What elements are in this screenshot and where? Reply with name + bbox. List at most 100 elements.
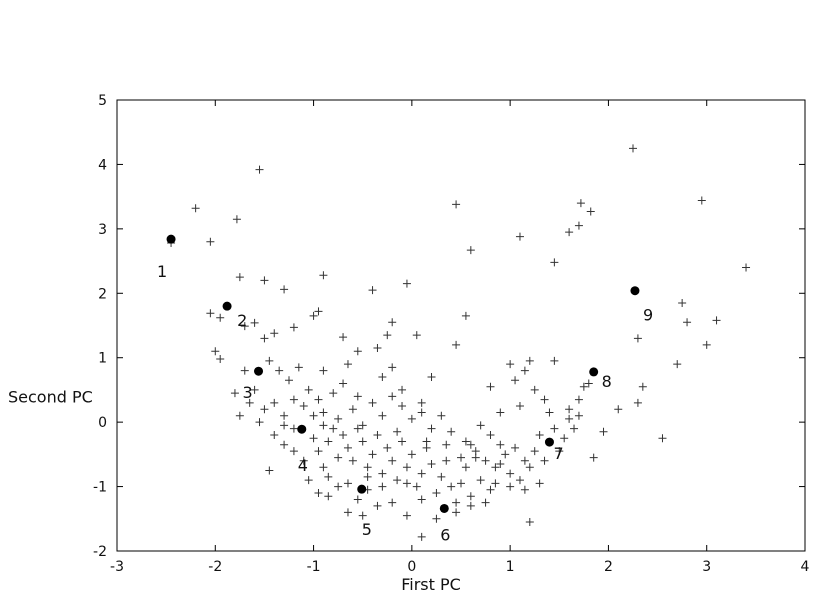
data-point <box>515 476 524 485</box>
data-point <box>216 355 225 364</box>
y-tick-label: 5 <box>98 93 107 109</box>
data-point <box>457 479 465 488</box>
data-point <box>270 398 279 407</box>
highlight-point-label: 6 <box>440 525 450 544</box>
data-point <box>245 398 254 407</box>
data-point <box>461 463 470 472</box>
data-point <box>324 492 333 501</box>
data-point <box>633 398 642 407</box>
data-point <box>574 221 583 230</box>
data-point <box>353 424 362 433</box>
data-point <box>255 165 264 174</box>
y-tick-label: 0 <box>98 415 107 431</box>
data-point <box>540 395 549 404</box>
data-point <box>550 258 559 267</box>
data-point <box>427 373 436 382</box>
data-point <box>368 398 377 407</box>
data-point <box>280 440 289 449</box>
data-point <box>275 366 284 375</box>
data-point <box>383 331 392 340</box>
data-point <box>452 340 461 349</box>
data-point <box>265 356 274 365</box>
data-point <box>432 514 441 523</box>
data-point <box>407 414 416 423</box>
data-point <box>742 263 751 272</box>
y-tick-label: 4 <box>98 157 107 173</box>
data-point <box>235 411 244 420</box>
data-point <box>461 311 470 320</box>
data-point <box>319 366 328 375</box>
data-point <box>422 437 431 446</box>
data-point <box>250 318 259 327</box>
data-point <box>343 508 352 517</box>
data-point <box>353 495 362 504</box>
data-point <box>319 463 328 472</box>
x-tick-label: 2 <box>604 559 613 575</box>
data-point <box>442 440 451 449</box>
highlight-point <box>222 301 232 311</box>
y-tick-label: -2 <box>93 544 107 560</box>
data-point <box>496 460 505 469</box>
data-point <box>324 472 333 481</box>
data-point <box>388 363 397 372</box>
data-point <box>393 476 402 485</box>
data-point <box>530 385 539 394</box>
data-point <box>363 472 372 481</box>
y-axis-label: Second PC <box>8 387 93 406</box>
data-point <box>368 286 377 295</box>
highlight-point-label: 3 <box>243 383 253 402</box>
data-point <box>343 360 352 369</box>
data-point <box>334 414 343 423</box>
data-point <box>270 329 279 338</box>
data-point <box>525 518 534 527</box>
highlight-point-label: 1 <box>157 262 167 281</box>
data-point <box>589 453 598 462</box>
data-point <box>250 385 259 394</box>
data-point <box>491 463 500 472</box>
data-point <box>206 237 215 246</box>
data-point <box>486 382 495 391</box>
data-point <box>216 313 225 322</box>
x-tick-label: 4 <box>801 559 810 575</box>
highlight-point-label: 7 <box>553 444 563 463</box>
plot-frame <box>116 99 806 552</box>
data-point <box>378 373 387 382</box>
data-point <box>412 331 421 340</box>
data-point <box>309 434 318 443</box>
data-point <box>673 360 682 369</box>
data-point <box>289 395 298 404</box>
data-point <box>712 316 721 325</box>
data-point <box>586 207 595 216</box>
data-point <box>232 215 241 224</box>
data-point <box>535 431 544 440</box>
data-point <box>545 408 554 417</box>
data-point <box>230 389 239 398</box>
data-point <box>574 395 583 404</box>
data-point <box>417 495 426 504</box>
data-point <box>525 356 534 365</box>
data-point <box>378 482 387 491</box>
data-point <box>506 482 515 491</box>
data-point <box>658 434 667 443</box>
y-tick-label: 3 <box>98 222 107 238</box>
highlight-point <box>357 484 367 494</box>
data-point <box>678 298 687 307</box>
data-point <box>280 421 289 430</box>
data-point <box>437 472 446 481</box>
data-point <box>515 402 524 411</box>
data-point <box>407 450 416 459</box>
highlight-point <box>166 234 176 244</box>
data-point <box>412 482 421 491</box>
data-point <box>457 453 465 462</box>
data-point <box>299 402 308 411</box>
data-point <box>289 323 298 332</box>
data-point <box>373 431 382 440</box>
data-point <box>599 427 608 436</box>
data-point <box>466 246 475 255</box>
data-point <box>525 463 534 472</box>
data-point <box>393 427 402 436</box>
data-point <box>373 344 382 353</box>
data-point <box>452 508 461 517</box>
data-point <box>240 322 249 331</box>
